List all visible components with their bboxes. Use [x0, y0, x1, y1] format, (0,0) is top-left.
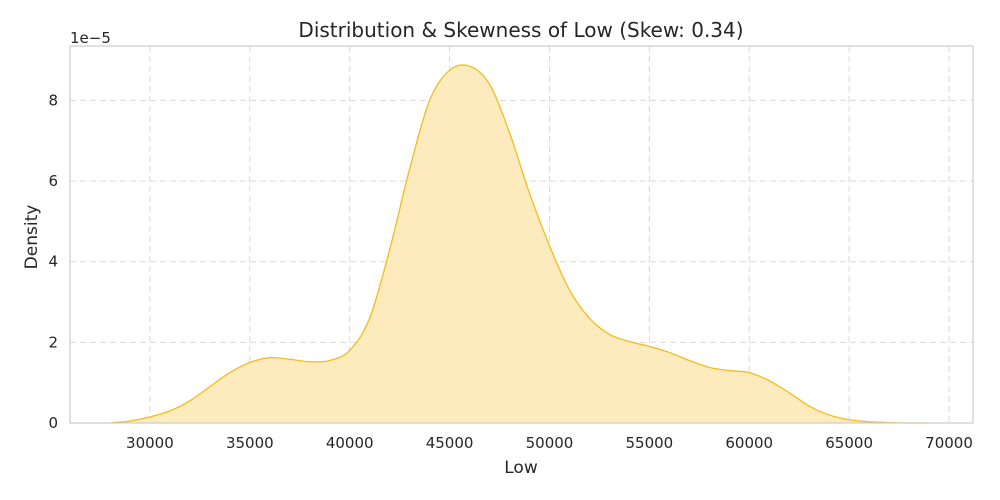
- x-tick-label-1: 35000: [226, 434, 274, 452]
- y-axis-label: Density: [22, 205, 42, 270]
- y-tick-label-0: 0: [48, 414, 58, 432]
- y-tick-labels: 0 2 4 6 8: [48, 91, 58, 432]
- x-tick-label-6: 60000: [725, 434, 773, 452]
- x-tick-label-4: 50000: [526, 434, 574, 452]
- x-tick-label-7: 65000: [825, 434, 873, 452]
- x-tick-label-5: 55000: [625, 434, 673, 452]
- x-tick-label-8: 70000: [925, 434, 973, 452]
- y-tick-label-3: 6: [48, 172, 58, 190]
- x-tick-label-3: 45000: [426, 434, 474, 452]
- y-tick-label-1: 2: [48, 333, 58, 351]
- density-area: [109, 64, 930, 424]
- y-tick-label-4: 8: [48, 91, 58, 109]
- x-tick-label-2: 40000: [326, 434, 374, 452]
- density-line: [109, 64, 930, 424]
- density-fill: [109, 64, 930, 424]
- x-axis-label: Low: [504, 458, 538, 478]
- y-tick-label-2: 4: [48, 253, 58, 271]
- plot-frame: [69, 45, 974, 424]
- x-tick-labels: 30000 35000 40000 45000 50000 55000 60000 65000…: [126, 434, 973, 452]
- chart-title: Distribution & Skewness of Low (Skew: 0.…: [298, 18, 743, 42]
- y-offset-label: 1e−5: [70, 29, 111, 47]
- x-tick-label-0: 30000: [126, 434, 174, 452]
